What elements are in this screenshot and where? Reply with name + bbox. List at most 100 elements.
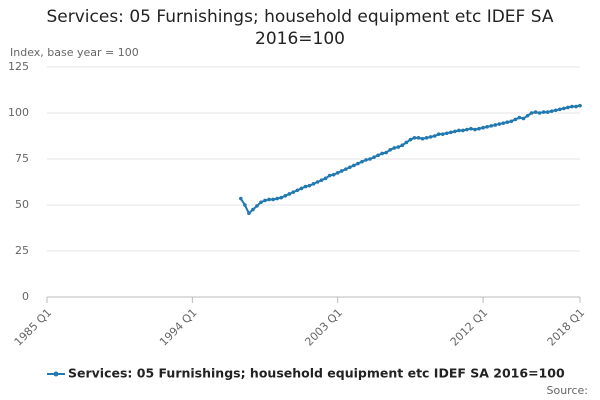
point xyxy=(271,197,275,202)
point xyxy=(566,105,570,110)
point xyxy=(436,132,441,136)
point xyxy=(327,173,332,178)
point xyxy=(457,128,461,133)
point xyxy=(396,145,401,149)
point xyxy=(299,186,304,191)
chart-title: Services: 05 Furnishings; household equi… xyxy=(46,7,554,49)
point xyxy=(384,150,388,155)
point xyxy=(412,136,417,140)
point xyxy=(295,188,300,193)
point xyxy=(311,182,316,186)
point xyxy=(331,172,336,177)
point xyxy=(380,151,384,156)
point xyxy=(497,122,502,126)
y-tick-label: 125 xyxy=(8,60,29,73)
point xyxy=(283,194,288,198)
x-tick-label: 1994 Q1 xyxy=(157,306,200,349)
point xyxy=(368,157,372,161)
point xyxy=(364,158,368,162)
point xyxy=(263,198,267,203)
point xyxy=(469,126,473,131)
point xyxy=(420,136,425,141)
point xyxy=(251,207,255,212)
point xyxy=(352,163,356,168)
point xyxy=(541,110,546,114)
point xyxy=(440,132,445,136)
point xyxy=(493,123,498,127)
point xyxy=(570,104,574,109)
point xyxy=(275,196,279,201)
x-tick-label: 2012 Q1 xyxy=(448,306,491,349)
source: Source: xyxy=(547,384,589,397)
point xyxy=(465,127,469,132)
point xyxy=(562,106,566,111)
point xyxy=(392,146,397,150)
point xyxy=(453,129,457,134)
point xyxy=(255,204,259,208)
point xyxy=(404,140,409,145)
point xyxy=(578,103,582,108)
point xyxy=(408,137,413,142)
point xyxy=(513,117,518,122)
y-tick-label: 0 xyxy=(22,290,29,303)
point xyxy=(574,104,578,109)
point xyxy=(287,192,292,196)
point xyxy=(424,136,429,140)
point xyxy=(517,115,522,120)
point xyxy=(461,128,465,133)
x-tick-label: 1985 Q1 xyxy=(12,306,55,349)
point xyxy=(428,135,433,139)
point xyxy=(489,124,493,128)
point xyxy=(505,120,510,124)
point xyxy=(279,195,283,200)
point xyxy=(549,109,554,113)
y-tick-label: 25 xyxy=(15,244,29,257)
point xyxy=(335,171,340,175)
point xyxy=(485,125,489,129)
legend-marker xyxy=(53,371,59,377)
point xyxy=(473,127,477,132)
point xyxy=(239,196,243,201)
point xyxy=(360,159,364,164)
point xyxy=(319,178,324,182)
point xyxy=(525,113,530,118)
y-tick-label: 50 xyxy=(15,198,29,211)
point xyxy=(400,143,405,147)
point xyxy=(533,110,538,114)
y-tick-label: 75 xyxy=(15,152,29,165)
point xyxy=(372,155,376,159)
point xyxy=(307,183,312,188)
point xyxy=(344,167,348,171)
point xyxy=(529,111,534,115)
point xyxy=(348,165,352,170)
point xyxy=(303,184,308,189)
point xyxy=(521,116,526,121)
point xyxy=(376,153,380,158)
point xyxy=(545,110,550,114)
point xyxy=(501,121,506,125)
point xyxy=(558,107,562,112)
point xyxy=(448,130,453,135)
point xyxy=(481,125,485,130)
y-tick-label: 100 xyxy=(8,106,29,119)
point xyxy=(247,211,251,216)
point xyxy=(259,200,263,205)
point xyxy=(243,203,247,207)
point xyxy=(537,111,542,115)
y-axis-label: Index, base year = 100 xyxy=(10,46,139,59)
point xyxy=(356,161,360,166)
point xyxy=(388,148,393,152)
point xyxy=(553,108,558,113)
x-tick-label: 2003 Q1 xyxy=(302,306,345,349)
point xyxy=(432,134,437,138)
point xyxy=(444,131,449,136)
point xyxy=(267,197,271,202)
point xyxy=(509,119,514,124)
legend-text: Services: 05 Furnishings; household equi… xyxy=(68,366,565,381)
point xyxy=(323,176,328,181)
point xyxy=(315,180,320,184)
point xyxy=(291,190,296,194)
x-tick-label: 2018 Q1 xyxy=(545,306,588,349)
